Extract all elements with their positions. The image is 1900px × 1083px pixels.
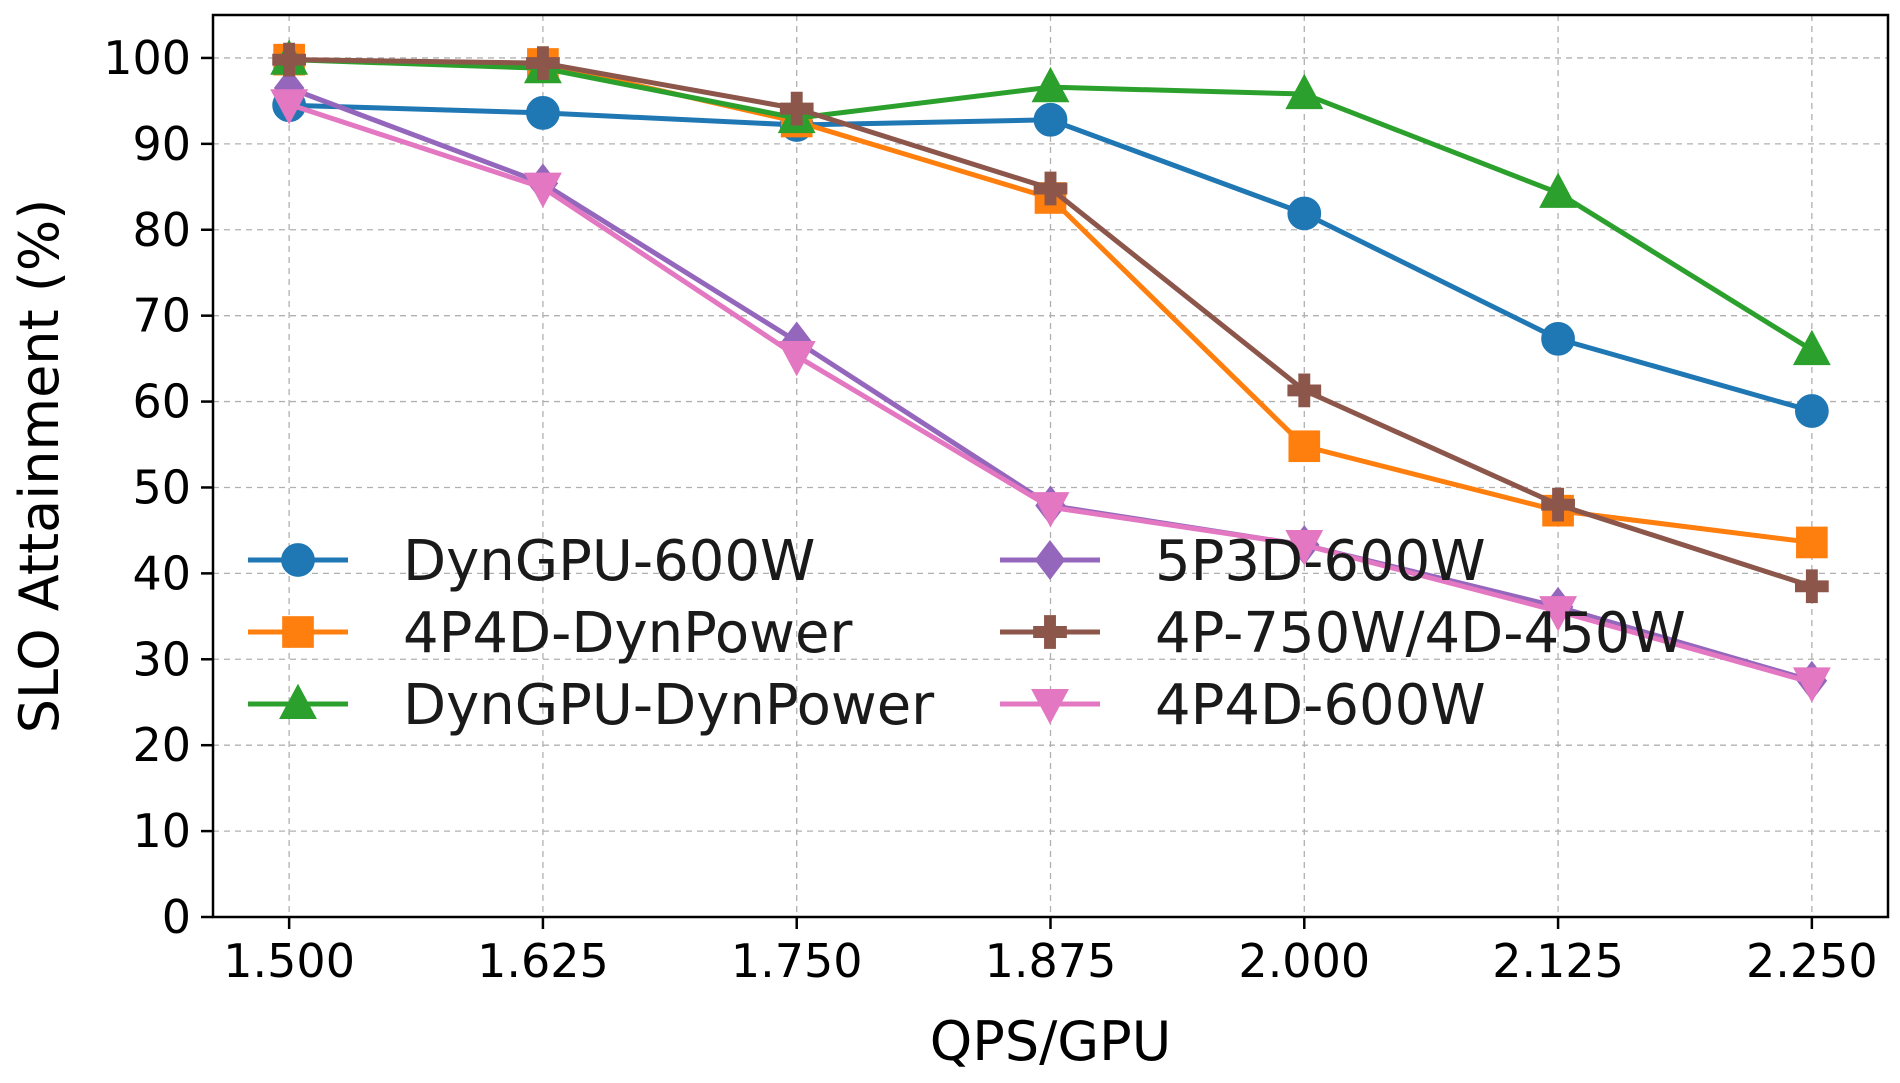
legend-item: DynGPU-600W bbox=[248, 529, 815, 594]
data-point bbox=[1033, 171, 1068, 206]
legend-label: DynGPU-DynPower bbox=[403, 673, 935, 738]
legend-label: 4P-750W/4D-450W bbox=[1155, 601, 1686, 666]
legend-marker bbox=[1034, 540, 1066, 580]
legend-marker bbox=[279, 683, 317, 720]
legend-marker bbox=[282, 616, 314, 648]
y-axis-label: SLO Attainment (%) bbox=[8, 199, 71, 734]
legend-item: 4P4D-DynPower bbox=[248, 601, 853, 666]
x-tick-label: 2.250 bbox=[1746, 934, 1878, 988]
data-point bbox=[1794, 394, 1829, 428]
y-tick-label: 90 bbox=[132, 117, 191, 171]
y-tick-label: 80 bbox=[132, 203, 191, 257]
legend-marker bbox=[281, 543, 315, 577]
legend-item: 5P3D-600W bbox=[1000, 529, 1486, 594]
data-point bbox=[1792, 667, 1831, 703]
y-tick-label: 60 bbox=[132, 375, 191, 429]
data-point bbox=[1541, 487, 1575, 522]
data-point bbox=[779, 91, 814, 126]
y-tick-label: 30 bbox=[132, 632, 191, 686]
data-point bbox=[1539, 596, 1578, 632]
data-point bbox=[1287, 373, 1322, 408]
x-tick-label: 1.500 bbox=[223, 934, 355, 988]
x-tick-label: 1.875 bbox=[985, 934, 1117, 988]
data-point bbox=[1285, 73, 1324, 110]
data-point bbox=[272, 42, 307, 77]
data-point bbox=[1031, 66, 1070, 103]
y-tick-label: 10 bbox=[132, 804, 191, 858]
legend: DynGPU-600W 4P4D-DynPower DynGPU-DynPower 5… bbox=[248, 529, 1686, 738]
data-point bbox=[270, 89, 309, 125]
data-point bbox=[523, 172, 562, 208]
data-point bbox=[1539, 172, 1578, 208]
legend-label: 4P4D-600W bbox=[1155, 673, 1486, 738]
x-axis-label: QPS/GPU bbox=[930, 1010, 1171, 1073]
y-tick-label: 70 bbox=[132, 289, 191, 343]
data-point bbox=[1792, 329, 1831, 366]
legend-item: 4P-750W/4D-450W bbox=[1000, 601, 1686, 666]
y-tick-label: 0 bbox=[162, 890, 191, 944]
y-tick-label: 40 bbox=[132, 546, 191, 600]
legend-marker bbox=[1033, 615, 1067, 649]
legend-label: DynGPU-600W bbox=[403, 529, 815, 594]
data-point bbox=[777, 340, 816, 377]
grid-lines bbox=[213, 15, 1888, 918]
x-tick-label: 2.125 bbox=[1492, 934, 1624, 988]
legend-label: 5P3D-600W bbox=[1155, 529, 1486, 594]
y-tick-label: 20 bbox=[132, 718, 191, 772]
data-point bbox=[1796, 526, 1828, 559]
data-point bbox=[1794, 569, 1829, 604]
y-tick-label: 100 bbox=[103, 31, 191, 85]
data-point bbox=[526, 46, 560, 80]
x-tick-label: 1.625 bbox=[477, 934, 609, 988]
data-point bbox=[1287, 196, 1322, 231]
x-tick-label: 1.750 bbox=[731, 934, 863, 988]
legend-marker bbox=[1031, 688, 1069, 725]
series-4P4D-600W bbox=[270, 89, 1831, 703]
legend-item: 4P4D-600W bbox=[1000, 673, 1486, 738]
data-point bbox=[526, 96, 560, 130]
axes: 0 10 20 30 40 50 60 70 80 90 100 1.500 1.625 1.750 1.8… bbox=[103, 31, 1878, 988]
y-tick-label: 50 bbox=[132, 460, 191, 514]
data-point bbox=[1285, 529, 1324, 566]
data-point bbox=[1031, 492, 1070, 528]
series-4P-750W/4D-450W bbox=[272, 42, 1829, 604]
legend-label: 4P4D-DynPower bbox=[403, 601, 853, 666]
x-tick-label: 2.000 bbox=[1238, 934, 1370, 988]
legend-item: DynGPU-DynPower bbox=[248, 673, 935, 738]
data-point bbox=[1033, 102, 1068, 137]
data-point bbox=[1541, 321, 1575, 356]
data-series bbox=[270, 39, 1831, 703]
data-point bbox=[1288, 430, 1321, 463]
